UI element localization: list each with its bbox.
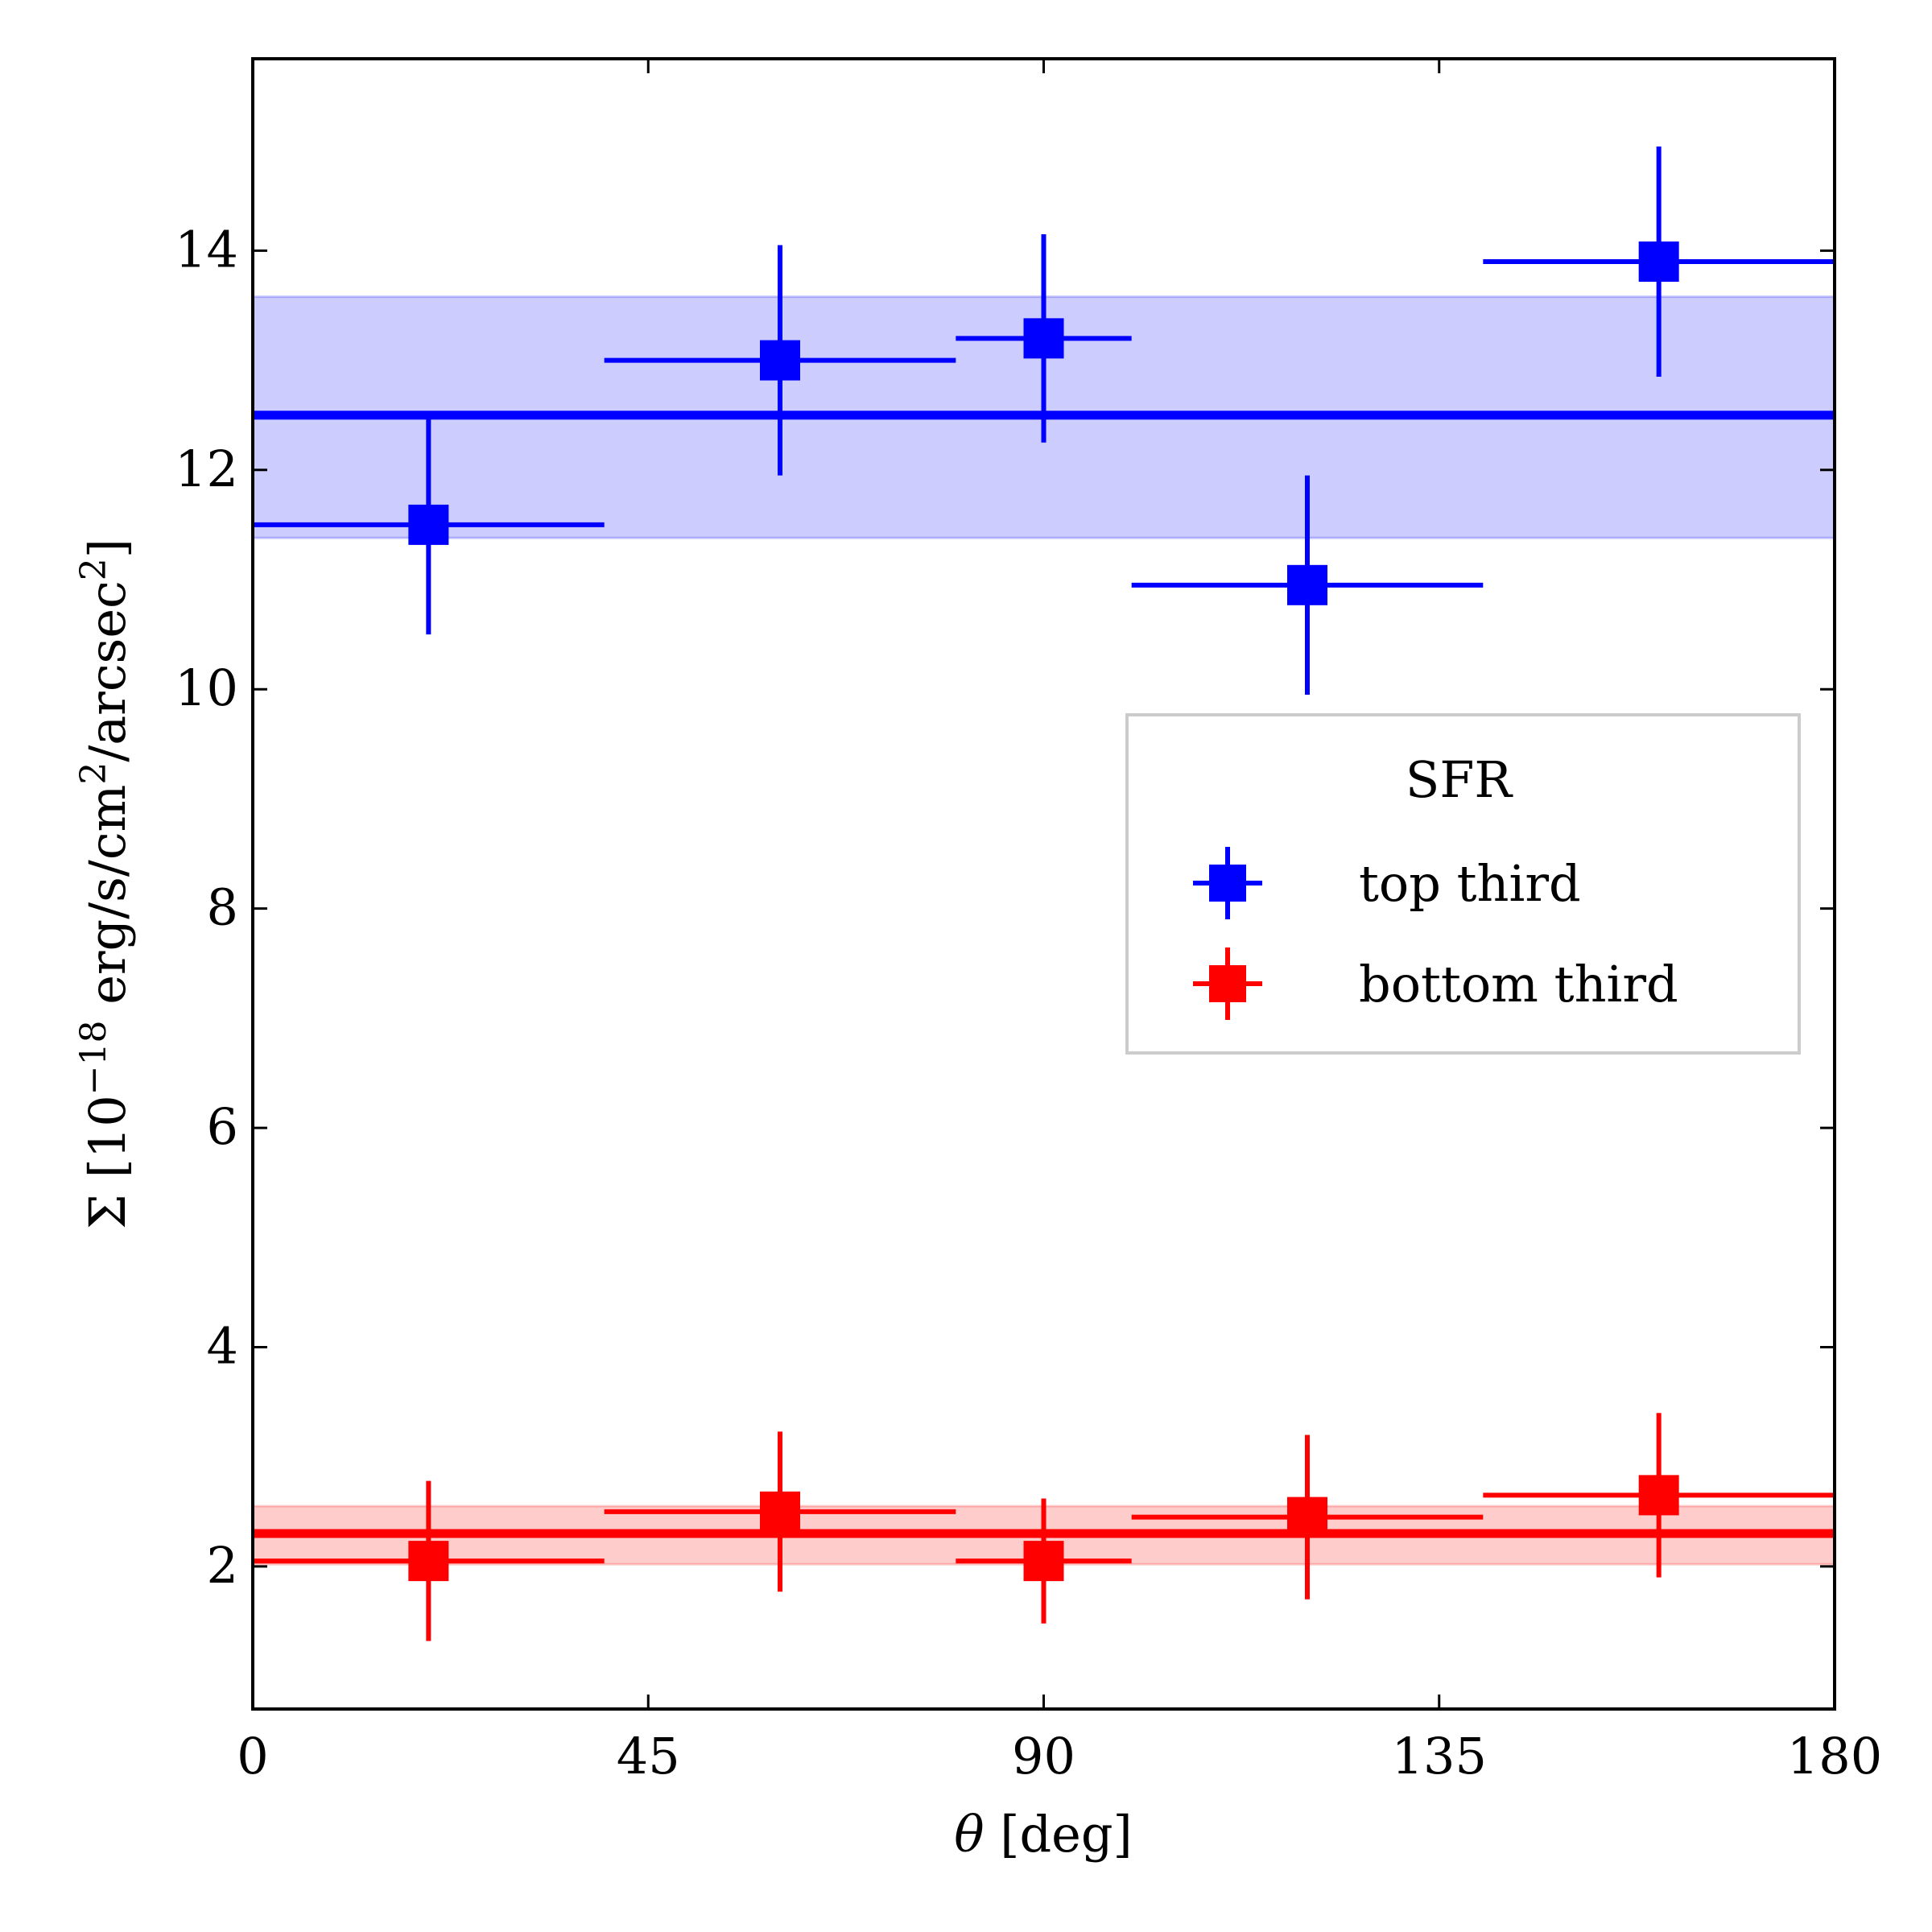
x-axis-symbol: θ <box>954 1805 984 1864</box>
data-point-marker <box>760 340 800 381</box>
x-tick-label: 45 <box>617 1727 680 1785</box>
y-tick-label: 6 <box>207 1097 238 1156</box>
data-point-marker <box>760 1491 800 1532</box>
axis-ticks: 0 45 90 135 180 2 4 6 8 10 12 14 <box>175 59 1882 1785</box>
legend-label: bottom third <box>1359 955 1678 1013</box>
y-tick-label: 10 <box>175 658 238 717</box>
y-tick-label: 14 <box>175 220 238 279</box>
data-point-marker <box>1023 318 1064 359</box>
legend-label: top third <box>1359 854 1581 913</box>
x-tick-label: 90 <box>1012 1727 1075 1785</box>
legend-title: SFR <box>1406 750 1513 809</box>
legend: SFR top third bottom third <box>1125 713 1801 1055</box>
data-point-marker <box>1638 241 1679 282</box>
data-point-marker <box>1287 564 1327 605</box>
y-tick-label: 4 <box>207 1316 238 1375</box>
legend-entries: top third bottom third <box>1193 847 1678 1020</box>
x-axis-label: θ [deg] <box>954 1805 1133 1864</box>
x-tick-label: 180 <box>1787 1727 1882 1785</box>
x-axis-unit: [deg] <box>1000 1805 1132 1864</box>
y-tick-label: 12 <box>175 440 238 498</box>
x-tick-label: 0 <box>237 1727 268 1785</box>
y-tick-label: 2 <box>207 1536 238 1595</box>
data-point-marker <box>408 1541 449 1582</box>
legend-marker <box>1209 865 1246 902</box>
data-point-marker <box>408 504 449 545</box>
data-point-marker <box>1638 1475 1679 1516</box>
data-point-marker <box>1287 1496 1327 1538</box>
data-points <box>253 146 1835 1641</box>
x-tick-label: 135 <box>1392 1727 1487 1785</box>
y-tick-label: 8 <box>207 878 238 937</box>
legend-marker <box>1209 965 1246 1002</box>
y-axis-label: Σ [10−18 erg/s/cm2/arcsec2] <box>73 539 137 1229</box>
data-point-marker <box>1023 1541 1064 1582</box>
